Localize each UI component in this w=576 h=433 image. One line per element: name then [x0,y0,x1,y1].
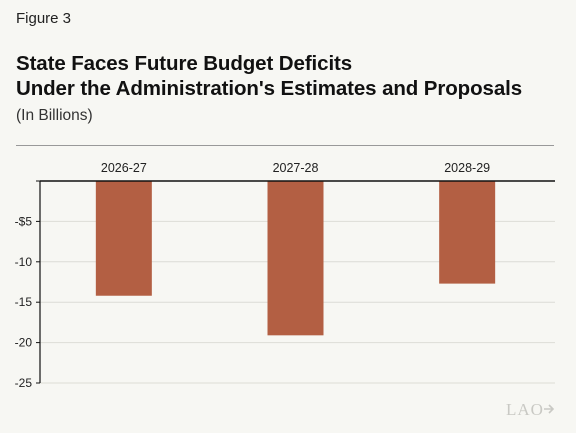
x-category-label: 2027-28 [273,161,319,175]
y-tick-label: -10 [15,255,33,269]
chart-title: State Faces Future Budget Deficits Under… [16,51,522,101]
chart-subtitle: (In Billions) [16,107,93,124]
bar-2027-28 [267,181,324,336]
y-tick-label: -25 [15,376,33,390]
x-category-label: 2026-27 [101,161,147,175]
lao-logo-arrow-icon [544,404,555,414]
title-divider [16,145,554,146]
lao-logo-text: LAO [506,400,544,419]
lao-logo: LAO [506,400,555,419]
bar-2028-29 [439,181,496,284]
y-tick-label: -20 [15,336,33,350]
x-category-label: 2028-29 [444,161,490,175]
bar-2026-27 [95,181,152,296]
figure-label: Figure 3 [16,10,72,27]
chart-title-line-2: Under the Administration's Estimates and… [16,77,523,100]
y-tick-label: -$5 [15,214,33,228]
y-tick-label: -15 [15,295,33,309]
chart-title-line-1: State Faces Future Budget Deficits [16,52,353,75]
